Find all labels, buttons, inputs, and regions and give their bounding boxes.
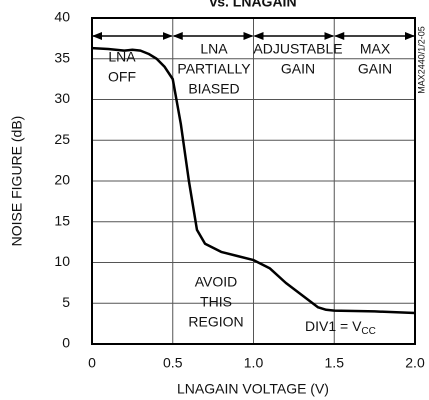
x-tick-label: 2.0 [405,355,425,371]
y-tick-label: 5 [62,294,70,310]
y-tick-label: 0 [62,335,70,351]
x-axis-label: LNAGAIN VOLTAGE (V) [177,381,329,397]
region-label: BIASED [188,81,239,97]
avoid-label: AVOID [195,274,238,290]
x-tick-label: 0.5 [163,355,183,371]
y-axis-label: NOISE FIGURE (dB) [9,116,25,247]
side-label: MAX2440/1/2-05 [416,26,426,94]
y-tick-label: 25 [54,131,70,147]
avoid-label: THIS [200,294,232,310]
y-tick-label: 35 [54,49,70,65]
region-label: GAIN [281,61,315,77]
condition-label: DIV1 = VCC [305,318,376,337]
region-label: MAX [360,41,391,57]
y-tick-label: 15 [54,212,70,228]
region-label: GAIN [358,61,392,77]
region-label: LNA [200,41,228,57]
region-label: OFF [108,69,136,85]
y-tick-label: 40 [54,9,70,25]
plot-frame [91,17,416,345]
x-tick-label: 1.0 [244,355,264,371]
x-tick-label: 1.5 [325,355,345,371]
y-tick-label: 30 [54,90,70,106]
condition-subscript: CC [361,326,375,337]
y-tick-label: 20 [54,172,70,188]
region-label: LNA [108,49,136,65]
chart-title: vs. LNAGAIN [209,0,296,10]
x-tick-label: 0 [88,355,96,371]
condition-text: DIV1 = V [305,318,362,334]
y-tick-label: 10 [54,253,70,269]
region-label: PARTIALLY [177,61,251,77]
data-line [91,46,416,315]
avoid-label: REGION [188,314,243,330]
region-label: ADJUSTABLE [253,41,342,57]
